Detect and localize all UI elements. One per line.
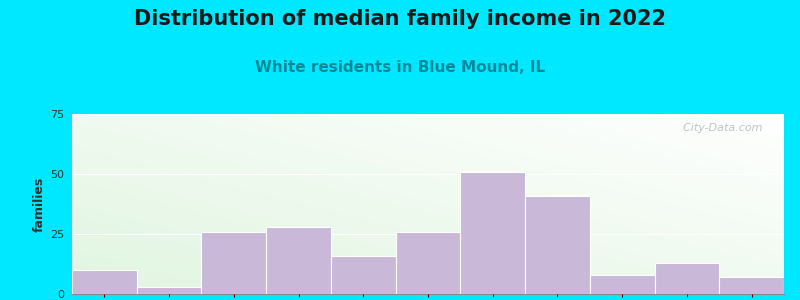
Bar [202, 232, 266, 294]
Bar [396, 232, 460, 294]
Bar [137, 287, 202, 294]
Bar [460, 172, 525, 294]
Bar [72, 270, 137, 294]
Text: City-Data.com: City-Data.com [676, 123, 762, 133]
Bar [266, 227, 331, 294]
Bar [654, 263, 719, 294]
Bar [590, 275, 654, 294]
Bar [719, 277, 784, 294]
Y-axis label: families: families [33, 176, 46, 232]
Bar [331, 256, 396, 294]
Text: Distribution of median family income in 2022: Distribution of median family income in … [134, 9, 666, 29]
Text: White residents in Blue Mound, IL: White residents in Blue Mound, IL [255, 60, 545, 75]
Bar [525, 196, 590, 294]
